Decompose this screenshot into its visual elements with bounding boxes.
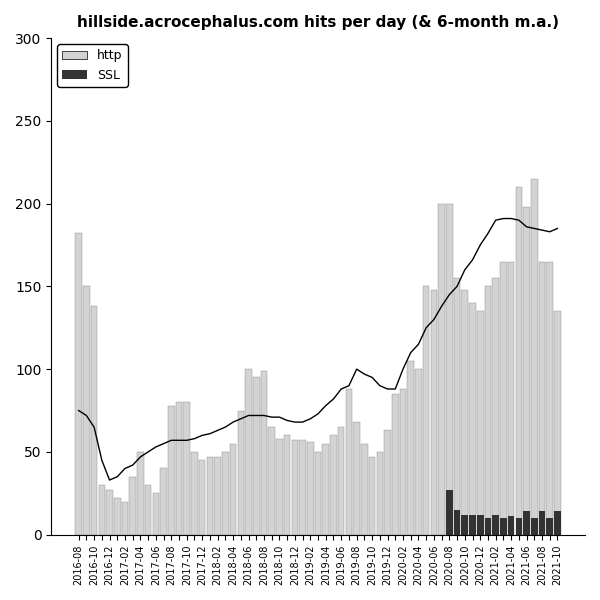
Bar (461, 290, 468, 535)
Bar (206, 457, 213, 535)
Bar (145, 485, 151, 535)
Bar (230, 443, 236, 535)
Bar (377, 452, 383, 535)
Bar (361, 443, 368, 535)
Bar (330, 436, 337, 535)
Bar (547, 518, 553, 535)
Bar (338, 427, 344, 535)
Bar (469, 515, 476, 535)
Bar (531, 518, 538, 535)
Bar (276, 439, 283, 535)
Bar (253, 377, 260, 535)
Bar (268, 427, 275, 535)
Title: hillside.acrocephalus.com hits per day (& 6-month m.a.): hillside.acrocephalus.com hits per day (… (77, 15, 559, 30)
Bar (446, 203, 452, 535)
Bar (531, 179, 538, 535)
Bar (176, 402, 182, 535)
Bar (222, 452, 229, 535)
Bar (307, 442, 314, 535)
Bar (122, 502, 128, 535)
Bar (547, 262, 553, 535)
Bar (508, 262, 514, 535)
Bar (477, 311, 484, 535)
Bar (539, 262, 545, 535)
Bar (454, 510, 460, 535)
Bar (523, 207, 530, 535)
Bar (137, 452, 144, 535)
Bar (400, 389, 406, 535)
Bar (261, 371, 267, 535)
Bar (477, 515, 484, 535)
Bar (238, 410, 244, 535)
Bar (539, 511, 545, 535)
Bar (322, 443, 329, 535)
Legend: http, SSL: http, SSL (58, 44, 128, 86)
Bar (91, 306, 97, 535)
Bar (292, 440, 298, 535)
Bar (423, 286, 430, 535)
Bar (315, 452, 322, 535)
Bar (493, 278, 499, 535)
Bar (554, 311, 561, 535)
Bar (106, 490, 113, 535)
Bar (523, 511, 530, 535)
Bar (214, 457, 221, 535)
Bar (245, 369, 252, 535)
Bar (500, 262, 506, 535)
Bar (469, 303, 476, 535)
Bar (353, 422, 360, 535)
Bar (415, 369, 422, 535)
Bar (83, 286, 89, 535)
Bar (98, 485, 105, 535)
Bar (485, 286, 491, 535)
Bar (384, 430, 391, 535)
Bar (515, 187, 522, 535)
Bar (160, 469, 167, 535)
Bar (299, 440, 306, 535)
Bar (392, 394, 398, 535)
Bar (114, 498, 121, 535)
Bar (284, 436, 290, 535)
Bar (191, 452, 198, 535)
Bar (485, 518, 491, 535)
Bar (431, 290, 437, 535)
Bar (515, 518, 522, 535)
Bar (554, 511, 561, 535)
Bar (461, 515, 468, 535)
Bar (152, 493, 159, 535)
Bar (508, 517, 514, 535)
Bar (446, 490, 452, 535)
Bar (439, 203, 445, 535)
Bar (407, 361, 414, 535)
Bar (168, 406, 175, 535)
Bar (346, 389, 352, 535)
Bar (369, 457, 376, 535)
Bar (184, 402, 190, 535)
Bar (199, 460, 205, 535)
Bar (76, 233, 82, 535)
Bar (130, 477, 136, 535)
Bar (493, 515, 499, 535)
Bar (500, 518, 506, 535)
Bar (454, 278, 460, 535)
